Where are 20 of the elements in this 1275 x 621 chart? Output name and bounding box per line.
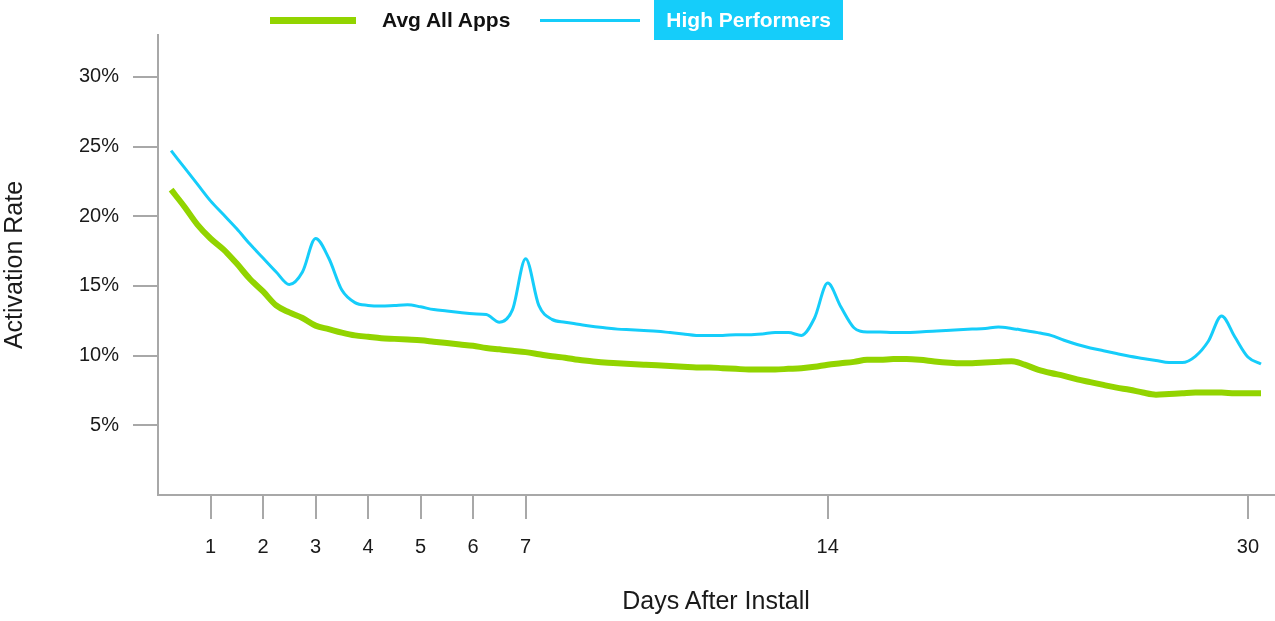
y-tick-label: 30% (78, 64, 120, 87)
line-series (169, 149, 1263, 366)
legend-label: Avg All Apps (381, 7, 512, 33)
y-tick-label: 5% (90, 412, 120, 435)
legend-label: High Performers (654, 0, 843, 40)
x-tick-label: 7 (520, 534, 532, 557)
x-tick-label: 6 (467, 534, 479, 557)
y-tick-label: 10% (78, 343, 120, 366)
x-tick-label: 4 (362, 534, 374, 557)
y-tick-label: 25% (78, 134, 120, 157)
y-tick-label: 20% (78, 203, 120, 226)
y-tick-label: 15% (78, 273, 120, 296)
x-tick-label: 14 (816, 534, 839, 557)
x-tick-label: 2 (257, 534, 269, 557)
x-axis-title: Days After Install (622, 585, 810, 614)
x-tick-label: 3 (310, 534, 322, 557)
x-tick-label: 30 (1236, 534, 1259, 557)
y-axis-title: Activation Rate (0, 180, 27, 350)
x-tick-label: 5 (415, 534, 427, 557)
x-tick-label: 1 (204, 534, 217, 557)
